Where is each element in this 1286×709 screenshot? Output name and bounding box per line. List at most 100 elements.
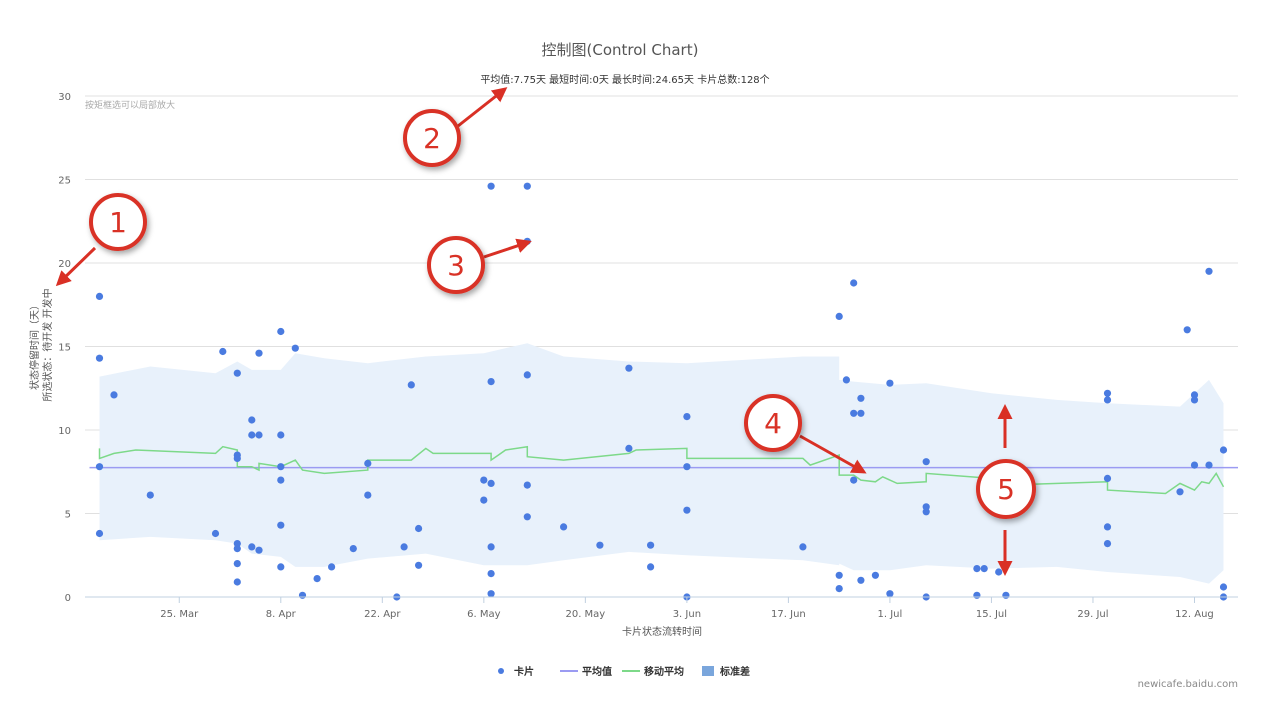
card-point[interactable] [255, 546, 263, 554]
card-point[interactable] [487, 479, 495, 487]
legend-item[interactable]: 平均值 [560, 665, 612, 678]
card-point[interactable] [835, 571, 843, 579]
card-point[interactable] [487, 570, 495, 578]
card-point[interactable] [799, 543, 807, 551]
card-point[interactable] [1103, 523, 1112, 531]
card-point[interactable] [842, 376, 851, 384]
card-point[interactable] [523, 371, 531, 379]
card-point[interactable] [480, 496, 488, 504]
card-point[interactable] [683, 506, 691, 514]
card-point[interactable] [625, 444, 633, 452]
card-point[interactable] [277, 463, 285, 471]
card-point[interactable] [415, 524, 423, 533]
card-point[interactable] [647, 563, 655, 571]
card-point[interactable] [95, 292, 104, 300]
card-point[interactable] [364, 491, 372, 499]
card-point[interactable] [248, 543, 256, 551]
card-point[interactable] [487, 378, 495, 386]
card-point[interactable] [1190, 461, 1199, 469]
card-point[interactable] [146, 491, 154, 499]
card-point[interactable] [596, 541, 604, 549]
card-point[interactable] [1176, 488, 1184, 496]
card-point[interactable] [523, 182, 531, 190]
card-point[interactable] [291, 344, 299, 352]
card-point[interactable] [248, 431, 256, 439]
card-point[interactable] [886, 590, 894, 598]
card-point[interactable] [233, 454, 241, 462]
card-point[interactable] [1190, 391, 1199, 399]
card-point[interactable] [625, 364, 633, 372]
card-point[interactable] [850, 476, 858, 484]
legend-item[interactable]: 卡片 [498, 665, 534, 678]
card-point[interactable] [487, 182, 495, 190]
card-point[interactable] [233, 369, 241, 377]
card-point[interactable] [95, 529, 104, 538]
card-point[interactable] [1103, 474, 1112, 482]
card-point[interactable] [857, 576, 865, 584]
card-point[interactable] [233, 578, 241, 586]
legend-label: 标准差 [719, 665, 750, 678]
card-point[interactable] [683, 413, 691, 421]
card-point[interactable] [407, 381, 415, 389]
card-point[interactable] [835, 585, 843, 593]
card-point[interactable] [277, 563, 285, 571]
card-point[interactable] [110, 391, 118, 399]
card-point[interactable] [922, 508, 930, 516]
card-point[interactable] [277, 327, 285, 336]
card-point[interactable] [277, 476, 285, 484]
card-point[interactable] [1002, 591, 1010, 599]
card-point[interactable] [400, 543, 408, 551]
card-point[interactable] [211, 529, 220, 538]
card-point[interactable] [95, 463, 104, 471]
card-point[interactable] [1205, 267, 1213, 275]
card-point[interactable] [850, 279, 858, 287]
card-point[interactable] [255, 431, 263, 439]
card-point[interactable] [647, 541, 655, 549]
card-point[interactable] [328, 563, 336, 571]
x-tick-label: 12. Aug [1175, 609, 1214, 620]
legend-item[interactable]: 标准差 [702, 665, 750, 678]
card-point[interactable] [233, 540, 241, 548]
card-point[interactable] [857, 394, 865, 402]
card-point[interactable] [523, 513, 531, 521]
card-point[interactable] [980, 565, 988, 573]
legend-item[interactable]: 移动平均 [622, 665, 684, 678]
card-point[interactable] [871, 571, 880, 579]
card-point[interactable] [1205, 461, 1213, 469]
card-point[interactable] [277, 521, 285, 529]
card-point[interactable] [313, 575, 321, 583]
card-point[interactable] [1219, 446, 1228, 454]
card-point[interactable] [1219, 583, 1228, 591]
card-point[interactable] [1183, 326, 1191, 334]
card-point[interactable] [480, 476, 488, 484]
card-point[interactable] [487, 543, 495, 551]
card-point[interactable] [277, 431, 285, 439]
card-point[interactable] [487, 590, 495, 598]
card-point[interactable] [922, 458, 930, 466]
card-point[interactable] [995, 568, 1003, 576]
card-point[interactable] [233, 560, 241, 568]
card-point[interactable] [683, 463, 691, 471]
card-point[interactable] [248, 416, 256, 424]
card-point[interactable] [922, 503, 930, 511]
card-point[interactable] [415, 561, 423, 569]
card-point[interactable] [973, 591, 981, 599]
card-point[interactable] [973, 565, 981, 573]
card-point[interactable] [364, 459, 372, 467]
card-point[interactable] [857, 409, 865, 417]
card-point[interactable] [886, 379, 894, 387]
card-point[interactable] [850, 409, 858, 417]
card-point[interactable] [219, 347, 227, 356]
card-point[interactable] [835, 312, 843, 320]
card-point[interactable] [233, 545, 241, 553]
card-point[interactable] [1103, 396, 1112, 404]
card-point[interactable] [523, 481, 531, 489]
card-point[interactable] [298, 591, 307, 599]
card-point[interactable] [1103, 540, 1112, 548]
card-point[interactable] [95, 354, 104, 362]
card-point[interactable] [1190, 396, 1199, 404]
card-point[interactable] [1103, 389, 1112, 397]
card-point[interactable] [349, 545, 357, 553]
card-point[interactable] [560, 523, 568, 531]
card-point[interactable] [255, 349, 263, 357]
